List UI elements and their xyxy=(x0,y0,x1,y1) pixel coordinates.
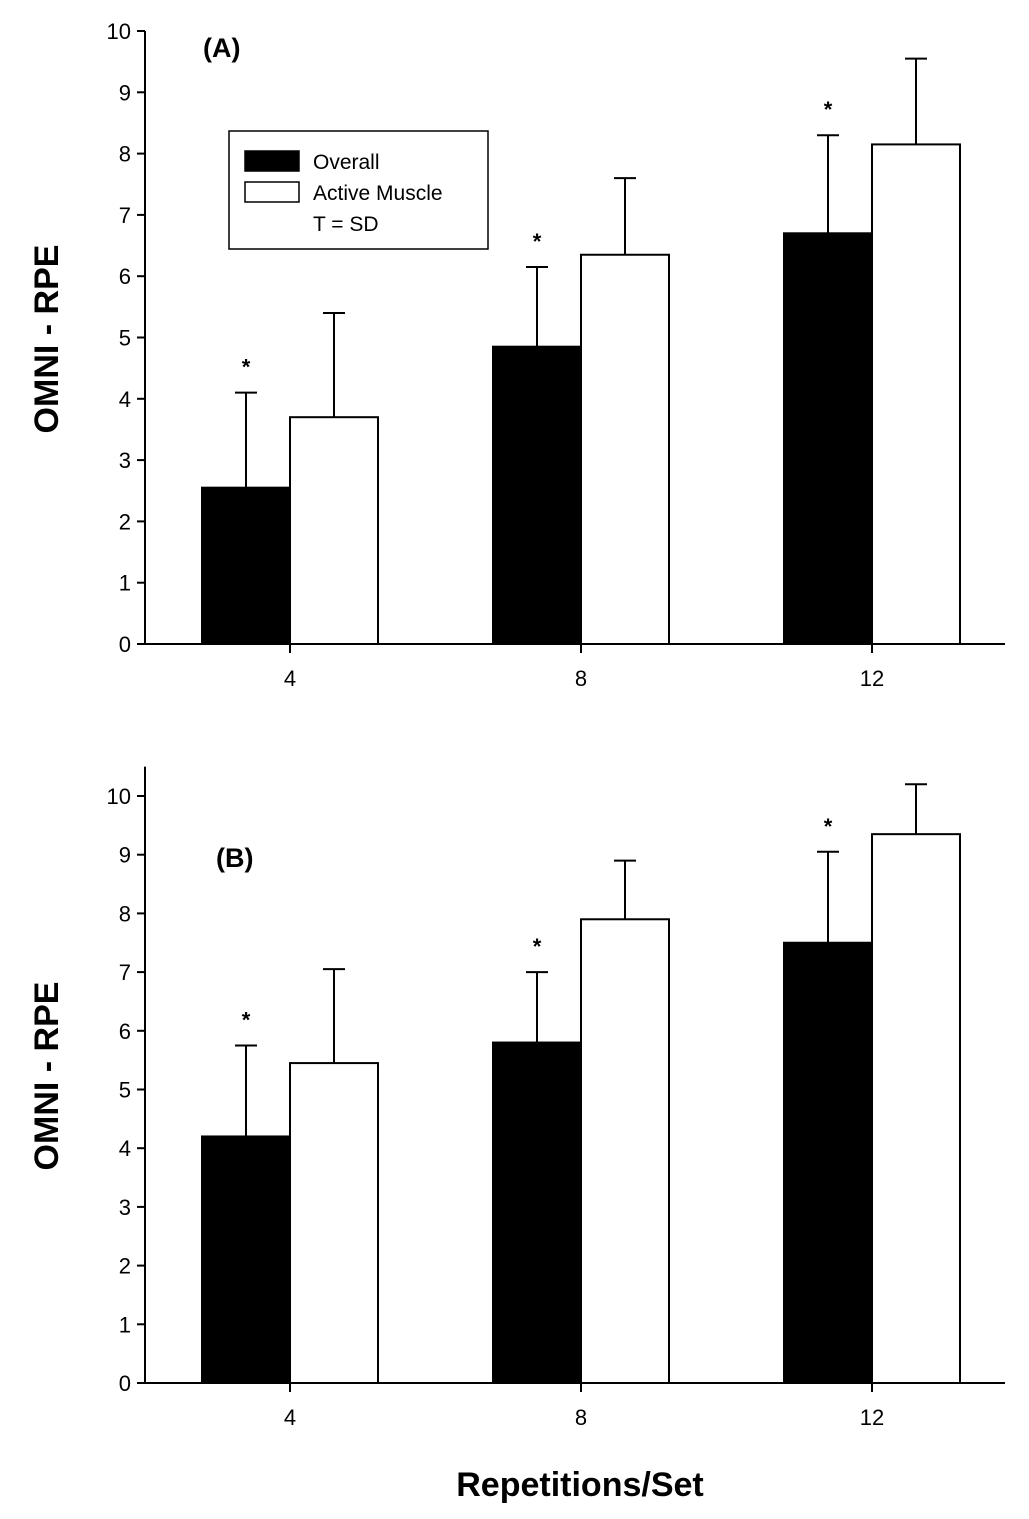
panel-label: (B) xyxy=(216,843,253,873)
x-tick-label: 8 xyxy=(575,666,587,691)
bar-active-muscle-8 xyxy=(580,253,670,645)
y-tick-label: 1 xyxy=(119,1312,131,1337)
bar-active-muscle-4 xyxy=(289,416,379,645)
bar-overall-12 xyxy=(783,232,873,645)
y-tick-label: 4 xyxy=(119,387,131,412)
x-tick-label: 4 xyxy=(284,1405,296,1430)
legend-label-overall: Overall xyxy=(313,151,380,174)
y-axis-label: OMNI - RPE xyxy=(28,982,66,1171)
y-tick-label: 3 xyxy=(119,1195,131,1220)
y-axis-label: OMNI - RPE xyxy=(28,245,66,434)
y-tick-label: 8 xyxy=(119,142,131,167)
legend-note: T = SD xyxy=(313,213,379,236)
y-tick-label: 1 xyxy=(119,571,131,596)
significance-marker: * xyxy=(824,814,833,839)
bar-overall-4 xyxy=(201,1135,291,1384)
y-tick-label: 7 xyxy=(119,203,131,228)
x-tick-label: 8 xyxy=(575,1405,587,1430)
bar-overall-12 xyxy=(783,941,873,1384)
bar-active-muscle-12 xyxy=(871,833,961,1384)
significance-marker: * xyxy=(242,355,251,380)
y-tick-label: 6 xyxy=(119,264,131,289)
significance-marker: * xyxy=(533,934,542,959)
bar-active-muscle-8 xyxy=(580,918,670,1385)
y-tick-label: 8 xyxy=(119,901,131,926)
bar-overall-4 xyxy=(201,486,291,645)
x-tick-label: 4 xyxy=(284,666,296,691)
y-tick-label: 6 xyxy=(119,1019,131,1044)
y-tick-label: 3 xyxy=(119,448,131,473)
y-tick-label: 7 xyxy=(119,960,131,985)
significance-marker: * xyxy=(824,97,833,122)
significance-marker: * xyxy=(242,1007,251,1032)
y-tick-label: 10 xyxy=(107,19,131,44)
y-tick-label: 2 xyxy=(119,1254,131,1279)
x-tick-label: 12 xyxy=(860,666,884,691)
y-tick-label: 9 xyxy=(119,843,131,868)
bar-overall-8 xyxy=(492,1041,582,1385)
significance-marker: * xyxy=(533,229,542,254)
y-tick-label: 9 xyxy=(119,80,131,105)
y-tick-label: 10 xyxy=(107,784,131,809)
legend-label-active-muscle: Active Muscle xyxy=(313,182,443,205)
y-tick-label: 0 xyxy=(119,632,131,657)
y-tick-label: 0 xyxy=(119,1371,131,1396)
x-axis-label: Repetitions/Set xyxy=(456,1466,703,1504)
panel-label: (A) xyxy=(203,33,240,63)
bar-active-muscle-12 xyxy=(871,143,961,645)
bar-overall-8 xyxy=(492,345,582,645)
x-tick-label: 12 xyxy=(860,1405,884,1430)
legend-swatch-overall xyxy=(244,150,300,172)
bar-active-muscle-4 xyxy=(289,1062,379,1384)
legend: Overall Active Muscle T = SD xyxy=(228,130,489,250)
y-tick-label: 4 xyxy=(119,1136,131,1161)
y-tick-label: 5 xyxy=(119,1078,131,1103)
legend-swatch-active-muscle xyxy=(244,181,300,203)
y-tick-label: 2 xyxy=(119,509,131,534)
y-tick-label: 5 xyxy=(119,326,131,351)
